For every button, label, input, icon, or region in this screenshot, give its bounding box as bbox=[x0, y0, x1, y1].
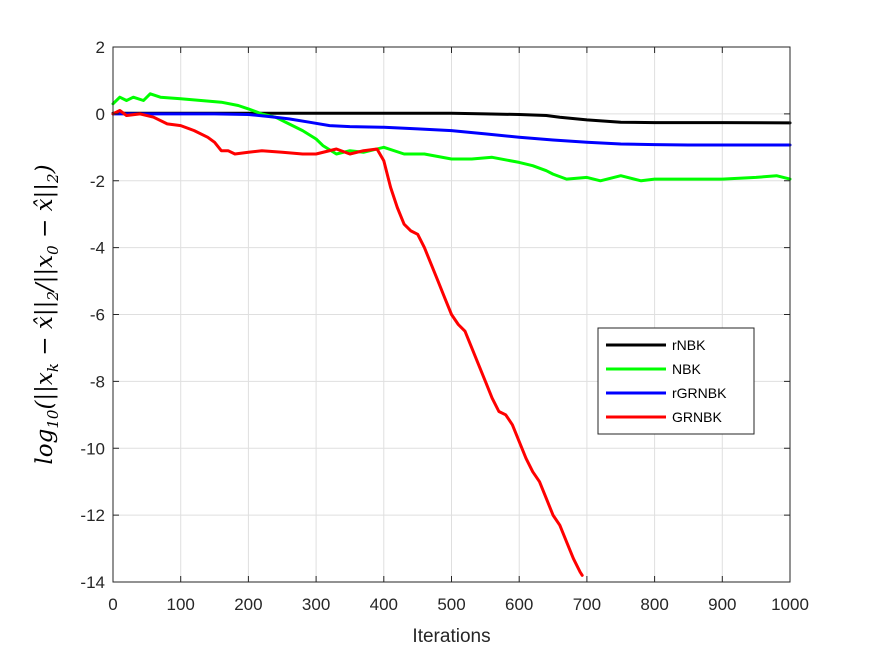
y-tick-label: -14 bbox=[80, 573, 105, 592]
y-tick-label: -10 bbox=[80, 439, 105, 458]
x-tick-label: 700 bbox=[573, 595, 601, 614]
series-line-rnbk bbox=[111, 111, 792, 125]
y-tick-label: 2 bbox=[96, 38, 105, 57]
legend-label: rNBK bbox=[672, 337, 706, 353]
y-tick-label: -6 bbox=[90, 306, 105, 325]
x-tick-label: 1000 bbox=[771, 595, 809, 614]
series-line-rgrnbk bbox=[111, 112, 792, 147]
x-axis-label: Iterations bbox=[412, 626, 490, 647]
x-tick-label: 800 bbox=[640, 595, 668, 614]
y-axis-label: log10(||xk − x̂||2/||x0 − x̂||2) bbox=[32, 164, 62, 464]
x-tick-label: 600 bbox=[505, 595, 533, 614]
x-tick-label: 0 bbox=[108, 595, 117, 614]
x-tick-label: 400 bbox=[370, 595, 398, 614]
y-tick-label: -12 bbox=[80, 506, 105, 525]
y-tick-label: -2 bbox=[90, 172, 105, 191]
legend: rNBK NBK rGRNBK GRNBK bbox=[597, 327, 755, 435]
x-tick-label: 500 bbox=[437, 595, 465, 614]
y-tick-label: -4 bbox=[90, 239, 105, 258]
series-layer bbox=[111, 92, 792, 577]
legend-label: GRNBK bbox=[672, 409, 722, 425]
y-tick-label: 0 bbox=[96, 105, 105, 124]
legend-label: NBK bbox=[672, 361, 701, 377]
x-tick-label: 300 bbox=[302, 595, 330, 614]
legend-label: rGRNBK bbox=[672, 385, 727, 401]
ticks: 0 100 200 300 400 500 600 700 800 900 1000 2 0 -2 -4 -6… bbox=[80, 38, 808, 614]
series-line-grnbk bbox=[111, 109, 584, 577]
x-tick-label: 900 bbox=[708, 595, 736, 614]
y-tick-label: -8 bbox=[90, 372, 105, 391]
x-tick-label: 100 bbox=[167, 595, 195, 614]
x-tick-label: 200 bbox=[234, 595, 262, 614]
